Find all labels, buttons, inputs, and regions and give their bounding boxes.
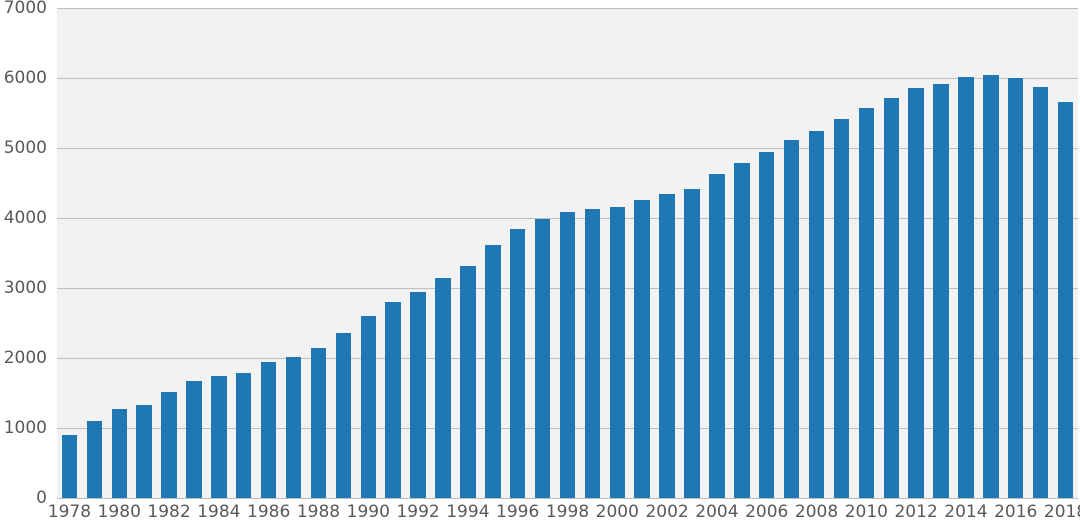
bar xyxy=(211,376,226,499)
bar xyxy=(610,207,625,498)
y-tick-label: 6000 xyxy=(4,68,47,88)
x-tick-label: 2018 xyxy=(1044,502,1080,522)
bar xyxy=(112,409,127,498)
bar xyxy=(311,348,326,499)
x-tick-label: 2004 xyxy=(695,502,738,522)
bar xyxy=(236,373,251,498)
bar xyxy=(410,292,425,498)
plot-area xyxy=(57,8,1078,498)
x-tick-label: 2000 xyxy=(596,502,639,522)
x-tick-label: 1986 xyxy=(247,502,290,522)
y-tick-label: 0 xyxy=(36,488,47,508)
x-tick-label: 2006 xyxy=(745,502,788,522)
y-axis: 0 1000 2000 3000 4000 5000 6000 7000 xyxy=(0,0,47,527)
bar xyxy=(385,302,400,498)
x-tick-label: 1996 xyxy=(496,502,539,522)
bar xyxy=(834,119,849,498)
bar xyxy=(1008,78,1023,498)
bar xyxy=(684,189,699,498)
x-tick-label: 1984 xyxy=(197,502,240,522)
x-tick-label: 2010 xyxy=(845,502,888,522)
bar xyxy=(261,362,276,499)
y-tick-label: 5000 xyxy=(4,138,47,158)
bar xyxy=(186,381,201,498)
bar xyxy=(87,421,102,498)
x-tick-label: 1992 xyxy=(396,502,439,522)
y-tick-label: 7000 xyxy=(4,0,47,18)
x-tick-label: 1994 xyxy=(446,502,489,522)
x-tick-label: 1988 xyxy=(297,502,340,522)
bar xyxy=(859,108,874,498)
bar xyxy=(734,163,749,498)
x-tick-label: 2016 xyxy=(994,502,1037,522)
bar xyxy=(809,131,824,499)
bar xyxy=(485,245,500,498)
bar xyxy=(560,212,575,498)
y-tick-label: 4000 xyxy=(4,208,47,228)
bar xyxy=(136,405,151,498)
bar xyxy=(1058,102,1073,498)
x-tick-label: 2012 xyxy=(894,502,937,522)
bar xyxy=(510,229,525,498)
bar xyxy=(983,75,998,498)
bar xyxy=(784,140,799,498)
bar xyxy=(958,77,973,498)
bar xyxy=(659,194,674,499)
x-tick-label: 2008 xyxy=(795,502,838,522)
bar xyxy=(535,219,550,498)
x-tick-label: 1978 xyxy=(48,502,91,522)
bar xyxy=(585,209,600,498)
bar xyxy=(361,316,376,498)
bar xyxy=(759,152,774,498)
y-tick-label: 3000 xyxy=(4,278,47,298)
x-tick-label: 1982 xyxy=(147,502,190,522)
x-tick-label: 1980 xyxy=(98,502,141,522)
x-tick-label: 1998 xyxy=(546,502,589,522)
x-tick-label: 1990 xyxy=(347,502,390,522)
bar xyxy=(435,278,450,499)
gridline xyxy=(57,498,1078,499)
bar xyxy=(286,357,301,498)
bar xyxy=(460,266,475,498)
y-tick-label: 1000 xyxy=(4,418,47,438)
bar xyxy=(1033,87,1048,498)
bar xyxy=(336,333,351,498)
bar xyxy=(908,88,923,498)
bar-chart: 0 1000 2000 3000 4000 5000 6000 7000 1978 1980 19… xyxy=(0,0,1080,527)
x-tick-label: 2002 xyxy=(645,502,688,522)
bars-group xyxy=(57,8,1078,498)
bar xyxy=(884,98,899,498)
bar xyxy=(161,392,176,498)
bar xyxy=(634,200,649,498)
bar xyxy=(709,174,724,498)
y-tick-label: 2000 xyxy=(4,348,47,368)
bar xyxy=(62,435,77,498)
x-axis: 1978198019821984198619881990199219941996… xyxy=(57,502,1078,527)
bar xyxy=(933,84,948,498)
x-tick-label: 2014 xyxy=(944,502,987,522)
